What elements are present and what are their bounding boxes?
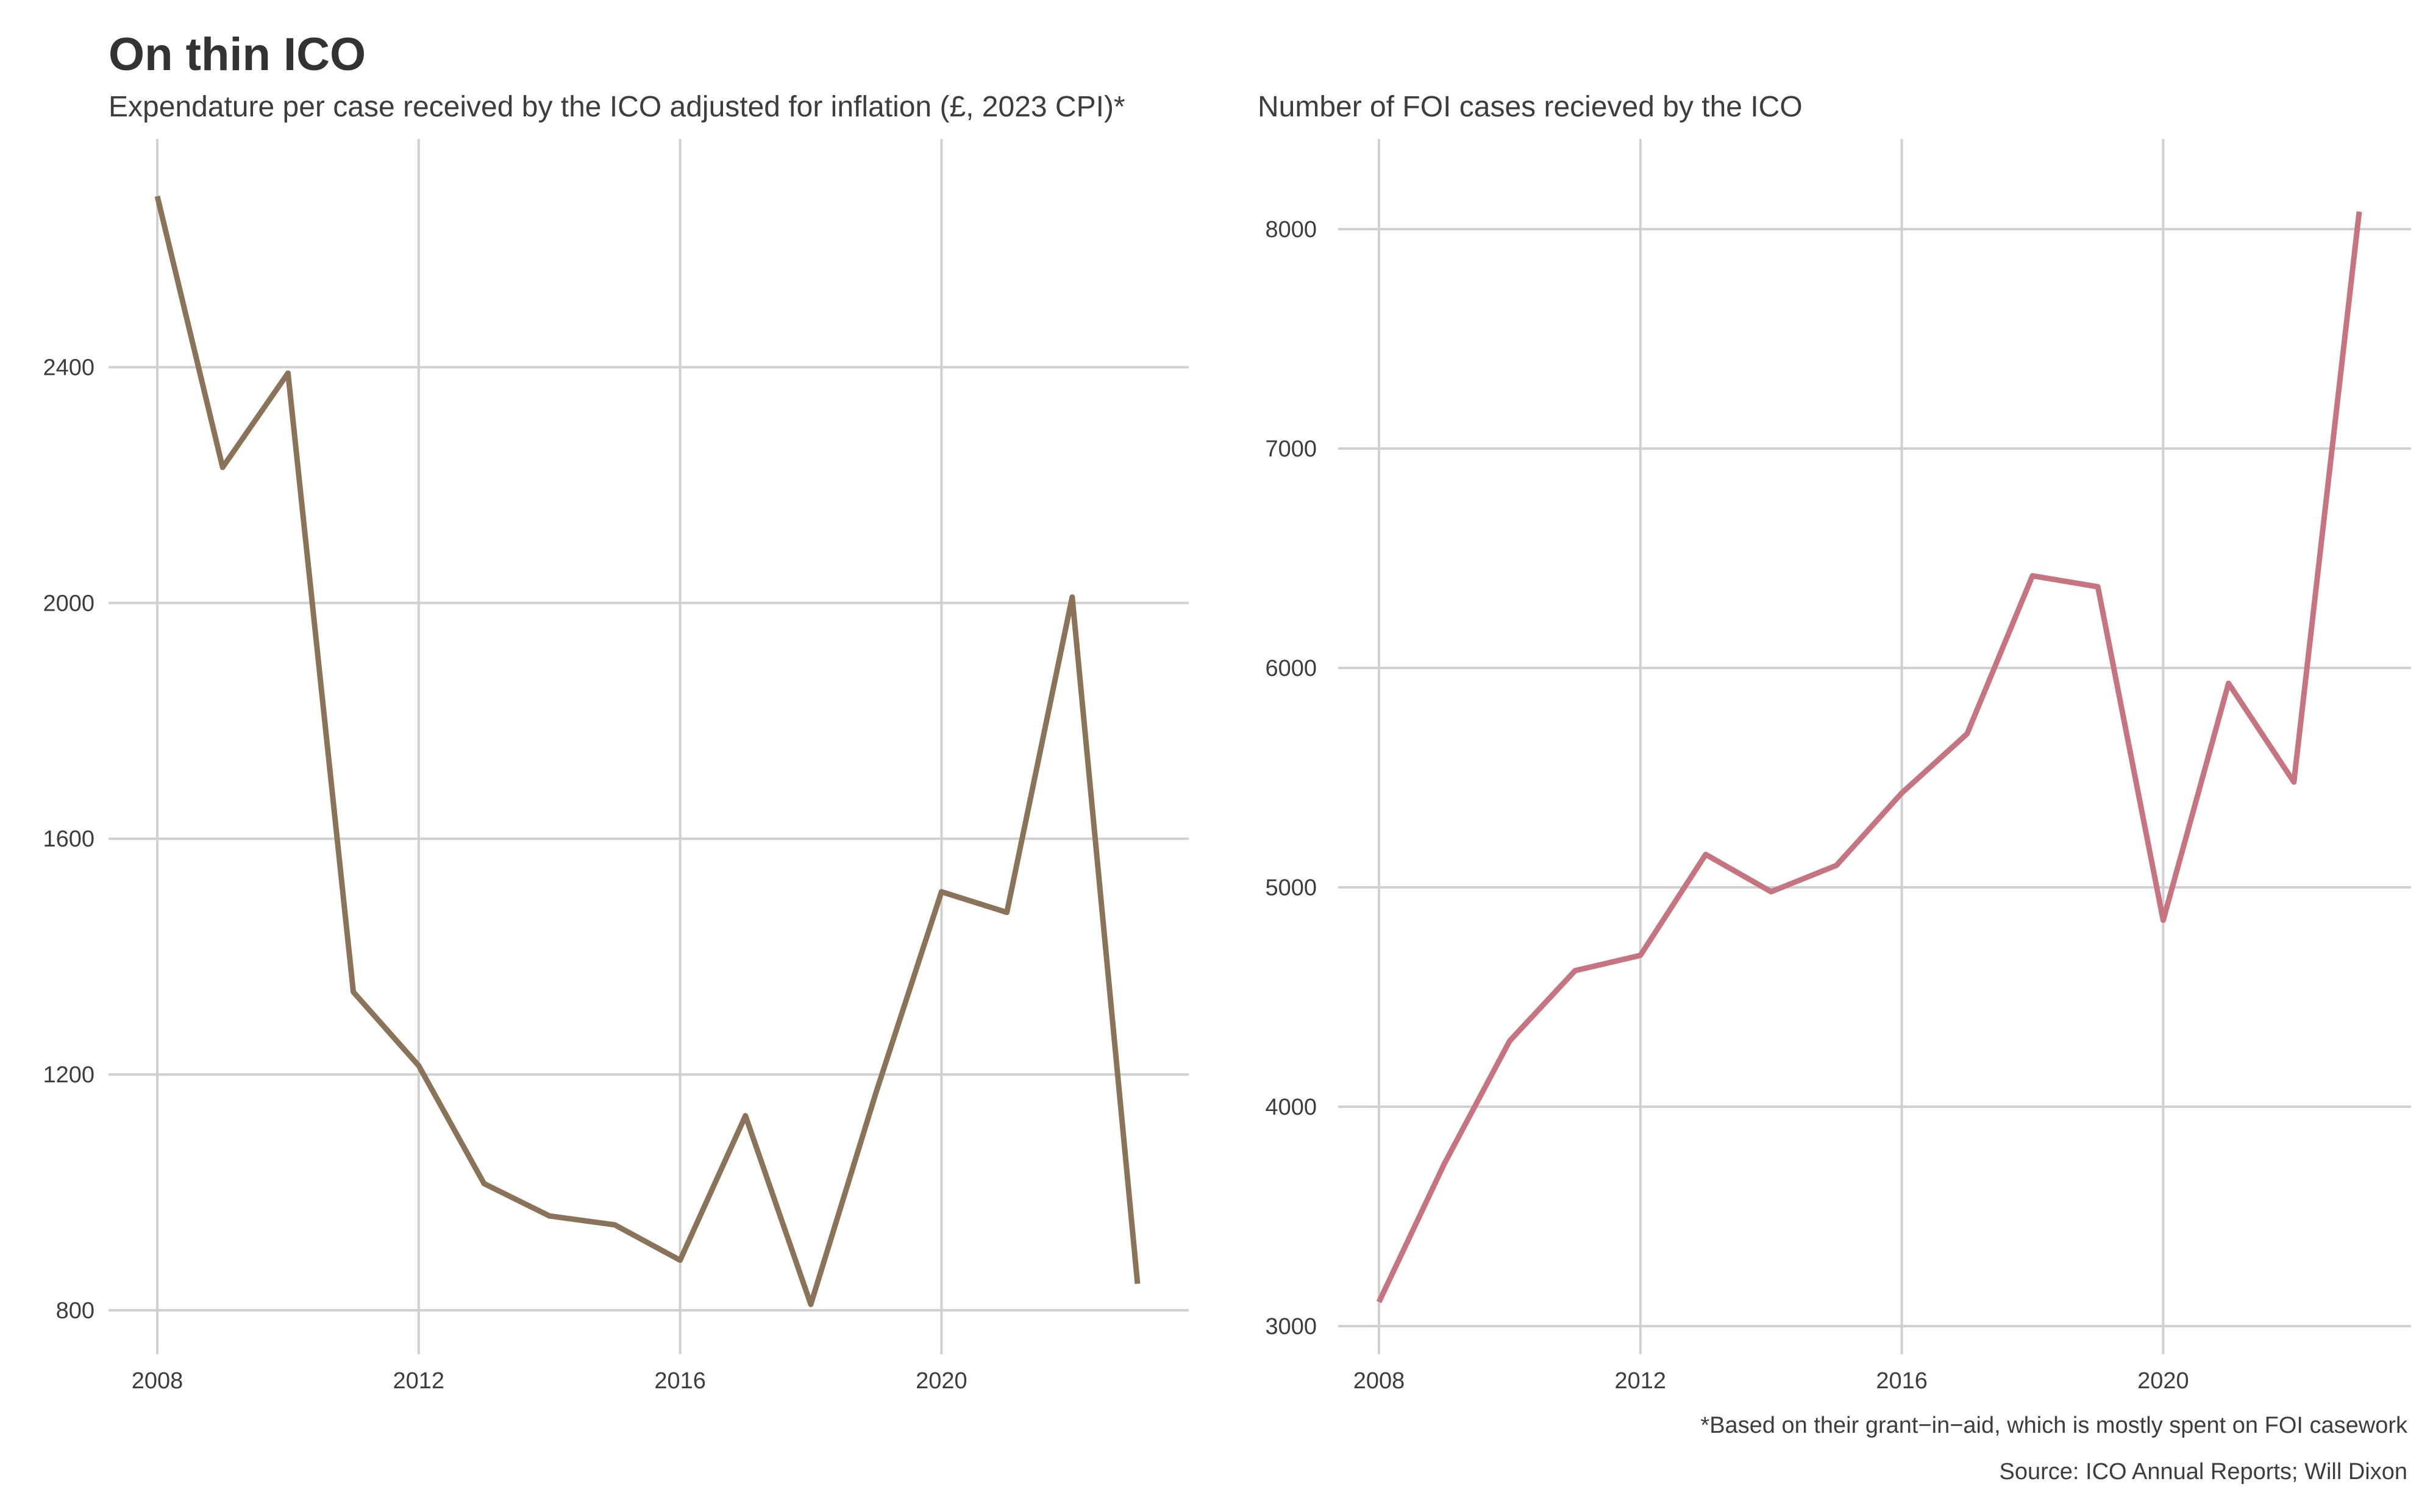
left-x-tick-label-2012: 2012 xyxy=(393,1368,445,1394)
footnote: *Based on their grant−in−aid, which is m… xyxy=(1700,1413,2407,1438)
right-y-tick-label-4000: 4000 xyxy=(1265,1095,1317,1120)
left-y-tick-label-1600: 1600 xyxy=(43,826,94,852)
left-x-tick-label-2008: 2008 xyxy=(132,1368,183,1394)
left-x-tick-label-2020: 2020 xyxy=(916,1368,967,1394)
left-x-tick-label-2016: 2016 xyxy=(654,1368,706,1394)
left-series-line xyxy=(154,195,1141,1307)
right-y-tick-label-8000: 8000 xyxy=(1265,217,1317,243)
left-y-tick-label-2000: 2000 xyxy=(43,591,94,616)
right-line-chart: 2008 2012 2016 2020 3000 4000 5000 6000 7000 8000 xyxy=(1265,139,2411,1394)
left-y-tick-label-800: 800 xyxy=(56,1298,94,1324)
right-x-tick-label-2008: 2008 xyxy=(1353,1368,1405,1394)
left-chart-title: Expendature per case received by the ICO… xyxy=(109,91,1125,123)
right-y-tick-label-7000: 7000 xyxy=(1265,436,1317,462)
source-caption: Source: ICO Annual Reports; Will Dixon xyxy=(1999,1459,2408,1485)
right-y-tick-label-3000: 3000 xyxy=(1265,1314,1317,1340)
right-chart-title: Number of FOI cases recieved by the ICO xyxy=(1258,91,1803,123)
right-x-tick-label-2020: 2020 xyxy=(2137,1368,2189,1394)
right-x-tick-label-2016: 2016 xyxy=(1876,1368,1928,1394)
right-series-line xyxy=(1376,211,2362,1304)
left-line-chart: 2008 2012 2016 2020 800 1200 1600 2000 2400 xyxy=(43,139,1189,1394)
page-title: On thin ICO xyxy=(109,29,366,80)
left-y-tick-label-2400: 2400 xyxy=(43,355,94,380)
right-y-tick-label-6000: 6000 xyxy=(1265,656,1317,681)
left-y-tick-label-1200: 1200 xyxy=(43,1062,94,1088)
right-y-tick-label-5000: 5000 xyxy=(1265,875,1317,901)
right-x-tick-label-2012: 2012 xyxy=(1615,1368,1667,1394)
